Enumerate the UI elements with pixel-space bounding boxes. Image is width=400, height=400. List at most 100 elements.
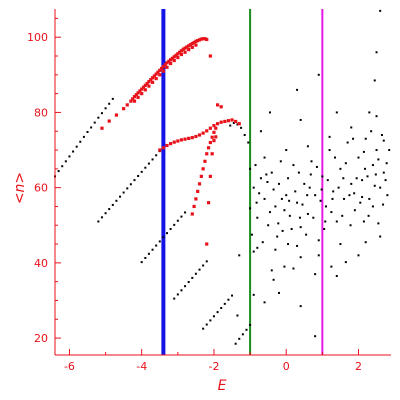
black-point bbox=[343, 197, 346, 200]
red-point bbox=[181, 47, 185, 51]
black-point bbox=[368, 111, 371, 114]
red-point bbox=[174, 53, 178, 57]
black-point bbox=[357, 156, 360, 159]
black-point bbox=[245, 328, 248, 331]
black-point bbox=[320, 188, 323, 191]
black-point bbox=[187, 281, 190, 284]
black-point bbox=[296, 244, 299, 247]
red-point bbox=[158, 148, 162, 152]
black-point bbox=[111, 203, 114, 206]
black-point bbox=[312, 216, 315, 219]
black-point bbox=[384, 179, 387, 182]
black-point bbox=[140, 170, 143, 173]
red-point bbox=[140, 87, 144, 91]
red-point bbox=[140, 92, 144, 96]
black-point bbox=[309, 173, 312, 176]
black-point bbox=[252, 250, 255, 253]
black-point bbox=[61, 165, 64, 168]
black-point bbox=[331, 197, 334, 200]
black-point bbox=[162, 236, 165, 239]
y-axis-title: <n> bbox=[12, 172, 28, 204]
red-point bbox=[167, 59, 171, 63]
black-point bbox=[202, 264, 205, 267]
black-point bbox=[359, 201, 362, 204]
black-point bbox=[256, 216, 259, 219]
red-point bbox=[161, 64, 165, 69]
red-point bbox=[179, 138, 184, 142]
black-point bbox=[258, 192, 261, 195]
black-point bbox=[184, 211, 187, 214]
red-point bbox=[136, 95, 140, 99]
black-point bbox=[97, 220, 100, 223]
black-point bbox=[256, 246, 259, 249]
red-point bbox=[161, 69, 165, 73]
black-point bbox=[357, 254, 360, 257]
black-point bbox=[75, 145, 78, 148]
black-point bbox=[355, 177, 358, 180]
black-point bbox=[202, 327, 205, 330]
black-point bbox=[265, 173, 268, 176]
black-point bbox=[375, 51, 378, 54]
black-point bbox=[166, 232, 168, 235]
black-point bbox=[353, 209, 356, 212]
black-point bbox=[317, 239, 320, 242]
black-point bbox=[263, 301, 266, 304]
black-point bbox=[234, 342, 237, 345]
black-point bbox=[368, 197, 371, 200]
red-point bbox=[214, 126, 218, 130]
red-point bbox=[234, 119, 238, 124]
red-point bbox=[205, 242, 209, 246]
black-point bbox=[317, 73, 320, 76]
black-point bbox=[255, 201, 258, 204]
black-point bbox=[261, 241, 264, 244]
black-point bbox=[341, 214, 344, 217]
black-point bbox=[173, 297, 176, 300]
black-point bbox=[236, 123, 239, 126]
black-point bbox=[288, 214, 291, 217]
black-point bbox=[280, 197, 283, 200]
black-point bbox=[140, 261, 143, 264]
black-point bbox=[231, 294, 234, 297]
black-point bbox=[243, 133, 246, 136]
black-point bbox=[111, 97, 114, 100]
red-point bbox=[134, 93, 138, 97]
red-point bbox=[223, 119, 227, 124]
black-point bbox=[317, 254, 320, 257]
x-tick-label: -2 bbox=[208, 360, 219, 373]
black-point bbox=[334, 156, 336, 159]
black-point bbox=[285, 149, 288, 152]
black-point bbox=[250, 233, 253, 236]
black-point bbox=[223, 302, 226, 305]
black-point bbox=[314, 194, 317, 197]
black-point bbox=[155, 154, 158, 157]
black-point bbox=[283, 265, 286, 268]
black-point bbox=[267, 224, 270, 227]
black-point bbox=[270, 269, 273, 272]
vertical-lines bbox=[161, 9, 324, 355]
black-point bbox=[332, 190, 335, 193]
black-point bbox=[229, 124, 232, 127]
black-point bbox=[274, 205, 277, 208]
black-point bbox=[314, 335, 317, 338]
red-point bbox=[147, 84, 151, 88]
black-point bbox=[205, 260, 208, 263]
black-point bbox=[232, 121, 235, 124]
red-point bbox=[199, 37, 203, 41]
x-tick-label: 0 bbox=[283, 360, 290, 373]
black-point bbox=[285, 194, 288, 197]
red-point bbox=[152, 74, 156, 78]
red-point bbox=[197, 182, 202, 186]
black-point bbox=[303, 182, 306, 185]
black-point bbox=[227, 298, 230, 301]
red-point bbox=[185, 45, 189, 49]
red-point bbox=[206, 201, 211, 205]
black-point bbox=[342, 177, 345, 180]
red-point bbox=[208, 174, 212, 178]
black-point bbox=[198, 268, 201, 271]
black-point bbox=[379, 186, 382, 189]
x-tick-label: -6 bbox=[64, 360, 75, 373]
red-point bbox=[169, 61, 173, 66]
red-point bbox=[197, 133, 202, 137]
black-point bbox=[371, 164, 374, 167]
red-point bbox=[129, 99, 133, 103]
